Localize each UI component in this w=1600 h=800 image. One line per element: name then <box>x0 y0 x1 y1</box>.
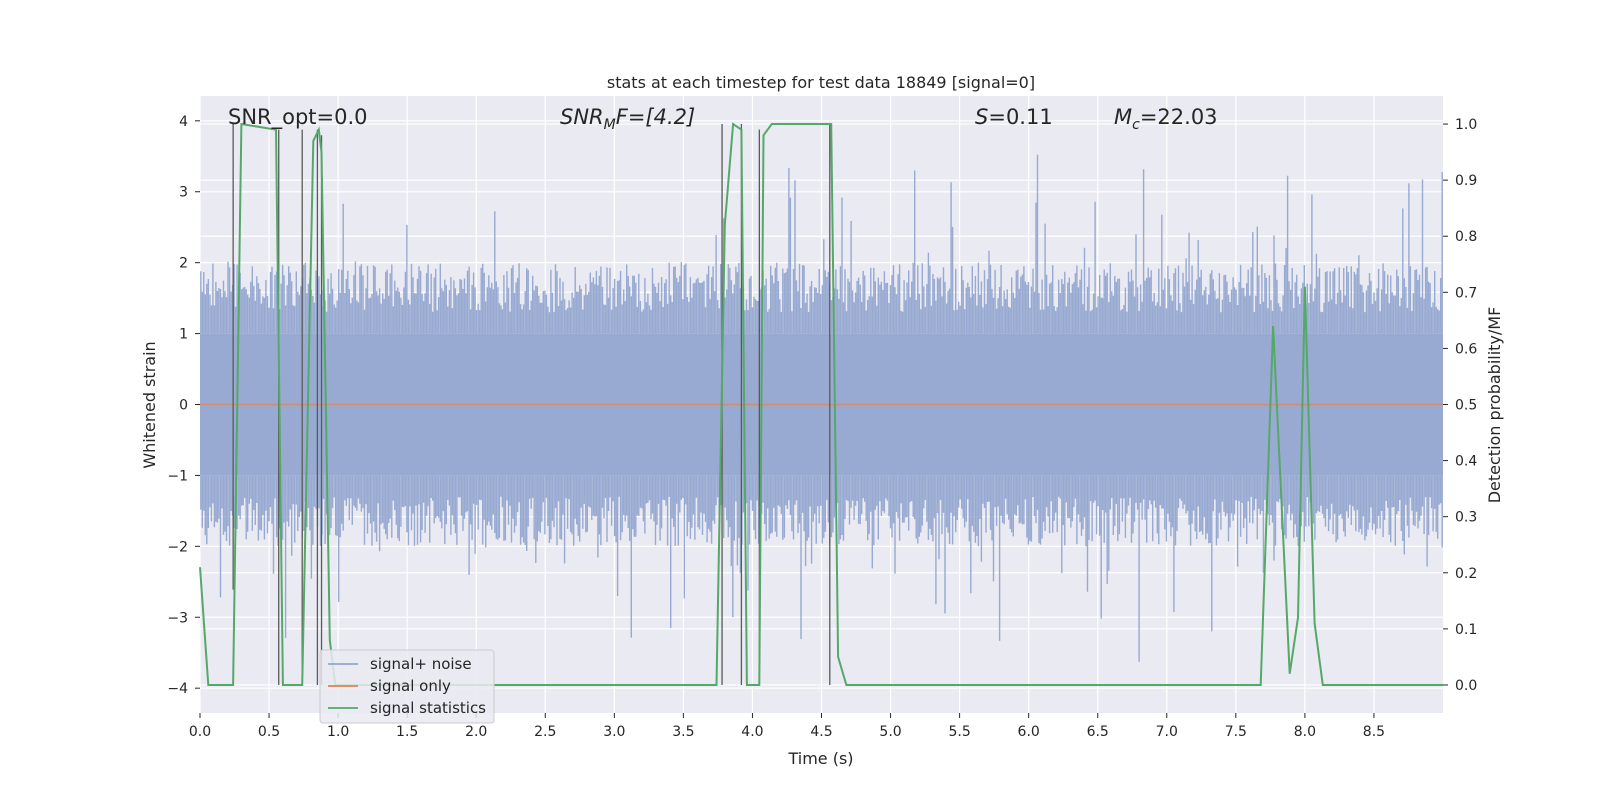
y-tick-label-4: 0 <box>179 398 188 414</box>
legend-label-statistics: signal statistics <box>370 699 486 717</box>
y2-tick-label-0: 0.0 <box>1455 678 1477 694</box>
annotation-snr-mf-base: SNR <box>560 105 604 129</box>
x-tick-label-13: 6.5 <box>1087 724 1109 740</box>
annotation-mc-base: M <box>1114 105 1132 129</box>
y-tick-label-0: −4 <box>167 681 188 697</box>
y2-tick-label-6: 0.6 <box>1455 341 1477 357</box>
x-tick-label-15: 7.5 <box>1225 724 1247 740</box>
y2-tick-label-4: 0.4 <box>1455 454 1477 470</box>
annotation-s: S=0.11 <box>975 105 1053 129</box>
x-tick-label-16: 8.0 <box>1294 724 1316 740</box>
x-axis-label: Time (s) <box>787 749 853 768</box>
x-tick-label-6: 3.0 <box>603 724 625 740</box>
x-tick-label-8: 4.0 <box>741 724 763 740</box>
y2-axis-ticks: 0.0 0.1 0.2 0.3 0.4 0.5 0.6 0.7 0.8 0.9 1.0 <box>1443 117 1477 694</box>
x-tick-label-7: 3.5 <box>672 724 694 740</box>
y2-tick-label-9: 0.9 <box>1455 173 1477 189</box>
chart-title: stats at each timestep for test data 188… <box>607 73 1035 92</box>
x-tick-label-9: 4.5 <box>810 724 832 740</box>
legend: signal+ noise signal only signal statist… <box>319 649 495 724</box>
x-tick-label-5: 2.5 <box>534 724 556 740</box>
x-tick-label-10: 5.0 <box>879 724 901 740</box>
annotation-mc-sub: c <box>1132 117 1140 133</box>
y2-tick-label-2: 0.2 <box>1455 566 1477 582</box>
y-tick-label-1: −3 <box>167 610 188 626</box>
annotation-mc: Mc=22.03 <box>1114 105 1218 133</box>
y2-axis-label: Detection probability/MF <box>1485 307 1504 504</box>
annotation-s-value: =0.11 <box>988 105 1052 129</box>
y2-tick-label-1: 0.1 <box>1455 622 1477 638</box>
x-tick-label-0: 0.0 <box>189 724 211 740</box>
y-axis-label: Whitened strain <box>140 341 159 468</box>
y-tick-label-8: 4 <box>179 114 188 130</box>
y-tick-label-6: 2 <box>179 256 188 272</box>
x-tick-label-14: 7.0 <box>1156 724 1178 740</box>
x-axis-ticks: 0.0 0.5 1.0 1.5 2.0 2.5 3.0 3.5 4.0 4.5 5.0 5.5 6.0 6… <box>189 713 1385 740</box>
signal-statistics-series <box>199 122 1444 686</box>
annotation-s-base: S <box>975 105 988 129</box>
y2-tick-label-10: 1.0 <box>1455 117 1477 133</box>
y2-tick-label-3: 0.3 <box>1455 510 1477 526</box>
x-tick-label-17: 8.5 <box>1363 724 1385 740</box>
y2-tick-label-7: 0.7 <box>1455 285 1477 301</box>
y-axis-ticks: −4 −3 −2 −1 0 1 2 3 4 <box>167 114 200 697</box>
x-tick-label-12: 6.0 <box>1018 724 1040 740</box>
x-tick-label-2: 1.0 <box>327 724 349 740</box>
annotation-snr-mf-sub: M <box>604 117 616 133</box>
x-tick-label-4: 2.0 <box>465 724 487 740</box>
annotation-snr-opt: SNR_opt=0.0 <box>228 105 368 130</box>
x-tick-label-11: 5.5 <box>948 724 970 740</box>
annotation-snr-mf: SNRMF=[4.2] <box>560 105 695 133</box>
y-tick-label-5: 1 <box>179 327 188 343</box>
annotation-snr-mf-value: F=[4.2] <box>616 105 695 129</box>
series-line-statistics <box>199 122 1443 686</box>
y-tick-label-3: −1 <box>167 468 188 484</box>
x-tick-label-3: 1.5 <box>396 724 418 740</box>
legend-label-signal-only: signal only <box>370 677 451 695</box>
legend-box <box>319 649 495 724</box>
legend-label-noise: signal+ noise <box>370 655 472 673</box>
y-tick-label-2: −2 <box>167 539 188 555</box>
annotation-mc-value: =22.03 <box>1140 105 1218 129</box>
x-tick-label-1: 0.5 <box>258 724 280 740</box>
y2-tick-label-5: 0.5 <box>1455 398 1477 414</box>
y-tick-label-7: 3 <box>179 185 188 201</box>
y2-tick-label-8: 0.8 <box>1455 229 1477 245</box>
